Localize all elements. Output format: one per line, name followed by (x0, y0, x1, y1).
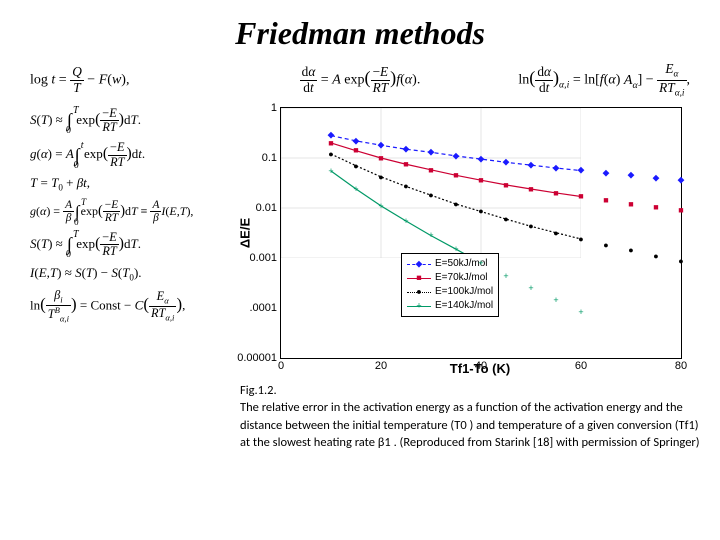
figure-caption: Fig.1.2. The relative error in the activ… (240, 382, 700, 452)
chart-ylabel: ΔE/E (238, 218, 253, 248)
chart-legend: ◆E=50kJ/mol■E=70kJ/mol●E=100kJ/mol+E=140… (401, 253, 499, 317)
eq-logt: log t = QT − F(w), (30, 65, 250, 95)
equations-left-column: S(T) ≈ ∫0T exp(−ERT)dT. g(α) = A∫0t exp(… (20, 107, 230, 452)
eq-friedman: ln(dαdt)α,i = ln[f(α) Aα] − EαRTα,i, (470, 62, 690, 99)
error-chart: ΔE/E 10.10.010.001.00010.00001 020406080… (280, 107, 682, 359)
eq-IET: I(E,T) ≈ S(T) − S(T0). (30, 265, 230, 283)
eq-galpha2: g(α) = Aβ∫0Texp(−ERT)dT ≡ AβI(E,T), (30, 199, 230, 225)
caption-text: The relative error in the activation ene… (240, 400, 700, 450)
eq-ST2: S(T) ≈ ∫0T exp(−ERT)dT. (30, 231, 230, 259)
eq-dadt: dαdt = A exp(−ERT)f(α). (250, 65, 470, 95)
eq-lnbeta: ln(βiTBα,i) = Const − C(EαRTα,i), (30, 289, 230, 324)
equation-row-top: log t = QT − F(w), dαdt = A exp(−ERT)f(α… (20, 62, 700, 99)
eq-ST1: S(T) ≈ ∫0T exp(−ERT)dT. (30, 107, 230, 135)
caption-label: Fig.1.2. (240, 383, 277, 398)
eq-Tbeta: T = T0 + βt, (30, 175, 230, 193)
slide-title: Friedman methods (20, 15, 700, 52)
eq-galpha1: g(α) = A∫0t exp(−ERT)dt. (30, 141, 230, 169)
